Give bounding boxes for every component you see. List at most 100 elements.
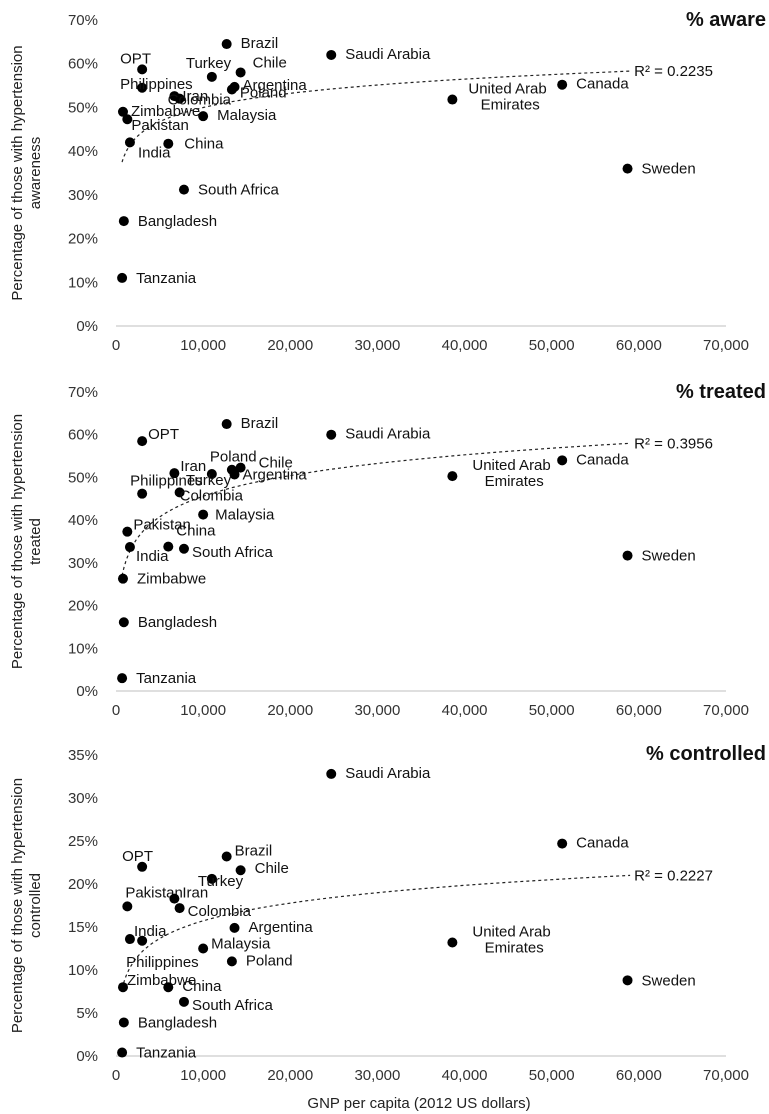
data-point <box>447 937 458 948</box>
x-tick-label: 10,000 <box>180 1067 226 1084</box>
x-tick-label: 20,000 <box>267 702 313 719</box>
point-label: Bangladesh <box>138 614 217 631</box>
data-point <box>163 982 174 993</box>
y-axis-title: treated <box>27 518 44 565</box>
y-tick-label: 60% <box>68 56 98 73</box>
point-label: Chile <box>259 455 293 472</box>
point-label: Argentina <box>249 919 314 936</box>
data-point <box>221 851 232 862</box>
point-label: Iran <box>182 885 208 902</box>
x-tick-label: 0 <box>112 337 120 354</box>
point-label: China <box>184 136 224 153</box>
data-point <box>557 838 568 849</box>
point-label: Canada <box>576 76 629 93</box>
data-point <box>122 114 133 125</box>
point-label: Pakistan <box>131 117 189 134</box>
data-point <box>163 541 174 552</box>
y-axis-title: Percentage of those with hypertension <box>9 45 26 300</box>
data-point <box>235 462 246 473</box>
point-label: Turkey <box>198 873 244 890</box>
point-label: Zimbabwe <box>137 571 206 588</box>
r-squared-label: R² = 0.3956 <box>634 435 713 452</box>
point-label: OPT <box>148 426 179 443</box>
x-tick-label: 70,000 <box>703 1067 749 1084</box>
point-label: Zimbabwe <box>127 972 196 989</box>
point-label: Emirates <box>481 97 540 114</box>
data-point <box>117 1047 128 1058</box>
point-label: South Africa <box>192 997 274 1014</box>
data-point <box>557 79 568 90</box>
point-label: Turkey <box>186 55 232 72</box>
x-tick-label: 50,000 <box>529 337 575 354</box>
point-label: Colombia <box>188 903 252 920</box>
data-point <box>229 469 240 480</box>
x-tick-label: 30,000 <box>354 337 400 354</box>
x-tick-label: 40,000 <box>442 1067 488 1084</box>
point-label: Colombia <box>180 487 244 504</box>
point-label: Iran <box>180 458 206 475</box>
data-point <box>198 111 209 122</box>
data-point <box>117 982 128 993</box>
data-point <box>221 419 232 430</box>
data-point <box>198 509 209 520</box>
data-point <box>447 471 458 482</box>
x-tick-label: 0 <box>112 1067 120 1084</box>
y-tick-label: 25% <box>68 833 98 850</box>
point-label: Brazil <box>241 415 279 432</box>
point-label: Chile <box>253 54 287 71</box>
y-tick-label: 70% <box>68 384 98 401</box>
data-point <box>174 93 185 104</box>
point-label: South Africa <box>198 182 280 199</box>
point-label: China <box>176 523 216 540</box>
y-tick-label: 20% <box>68 598 98 615</box>
data-point <box>137 488 148 499</box>
x-tick-label: 70,000 <box>703 702 749 719</box>
data-point <box>117 106 128 117</box>
point-label: Tanzania <box>136 670 197 687</box>
point-label: United Arab <box>468 81 546 98</box>
point-label: Tanzania <box>136 1045 197 1062</box>
y-tick-label: 40% <box>68 143 98 160</box>
point-label: Argentina <box>243 466 308 483</box>
y-tick-label: 50% <box>68 99 98 116</box>
data-point <box>122 901 133 912</box>
panel-1: 0% 10% 20% 30% 40% 50% 60% 70% 0 10,000 20,000 30,0… <box>9 9 766 354</box>
panel-title: % treated <box>676 381 766 403</box>
y-axis-title: Percentage of those with hypertension <box>9 778 26 1033</box>
data-point <box>137 935 148 946</box>
point-label: Saudi Arabia <box>345 765 431 782</box>
x-tick-label: 40,000 <box>442 337 488 354</box>
point-label: OPT <box>120 50 151 67</box>
x-tick-label: 30,000 <box>354 1067 400 1084</box>
data-point <box>178 996 189 1007</box>
data-point <box>226 84 237 95</box>
y-tick-label: 20% <box>68 876 98 893</box>
data-point <box>622 975 633 986</box>
y-tick-label: 10% <box>68 962 98 979</box>
data-point <box>174 487 185 498</box>
data-point <box>221 39 232 50</box>
data-point <box>326 49 337 60</box>
y-tick-label: 10% <box>68 640 98 657</box>
data-point <box>326 768 337 779</box>
x-tick-label: 40,000 <box>442 702 488 719</box>
y-tick-label: 60% <box>68 427 98 444</box>
y-tick-label: 15% <box>68 919 98 936</box>
panel-2: 0% 10% 20% 30% 40% 50% 60% 70% 0 10,000 20,000 30,0… <box>9 381 766 719</box>
y-tick-label: 50% <box>68 469 98 486</box>
data-point <box>163 138 174 149</box>
data-point <box>118 1017 129 1028</box>
point-label: Saudi Arabia <box>345 426 431 443</box>
point-label: Iran <box>182 88 208 105</box>
point-label: Malaysia <box>215 507 275 524</box>
point-label: China <box>182 978 222 995</box>
data-point <box>226 956 237 967</box>
point-label: Philippines <box>120 76 193 93</box>
data-point <box>117 272 128 283</box>
point-label: OPT <box>122 848 153 865</box>
point-label: Brazil <box>235 842 273 859</box>
point-label: Poland <box>246 952 293 969</box>
data-point <box>206 469 217 480</box>
y-tick-label: 70% <box>68 12 98 29</box>
